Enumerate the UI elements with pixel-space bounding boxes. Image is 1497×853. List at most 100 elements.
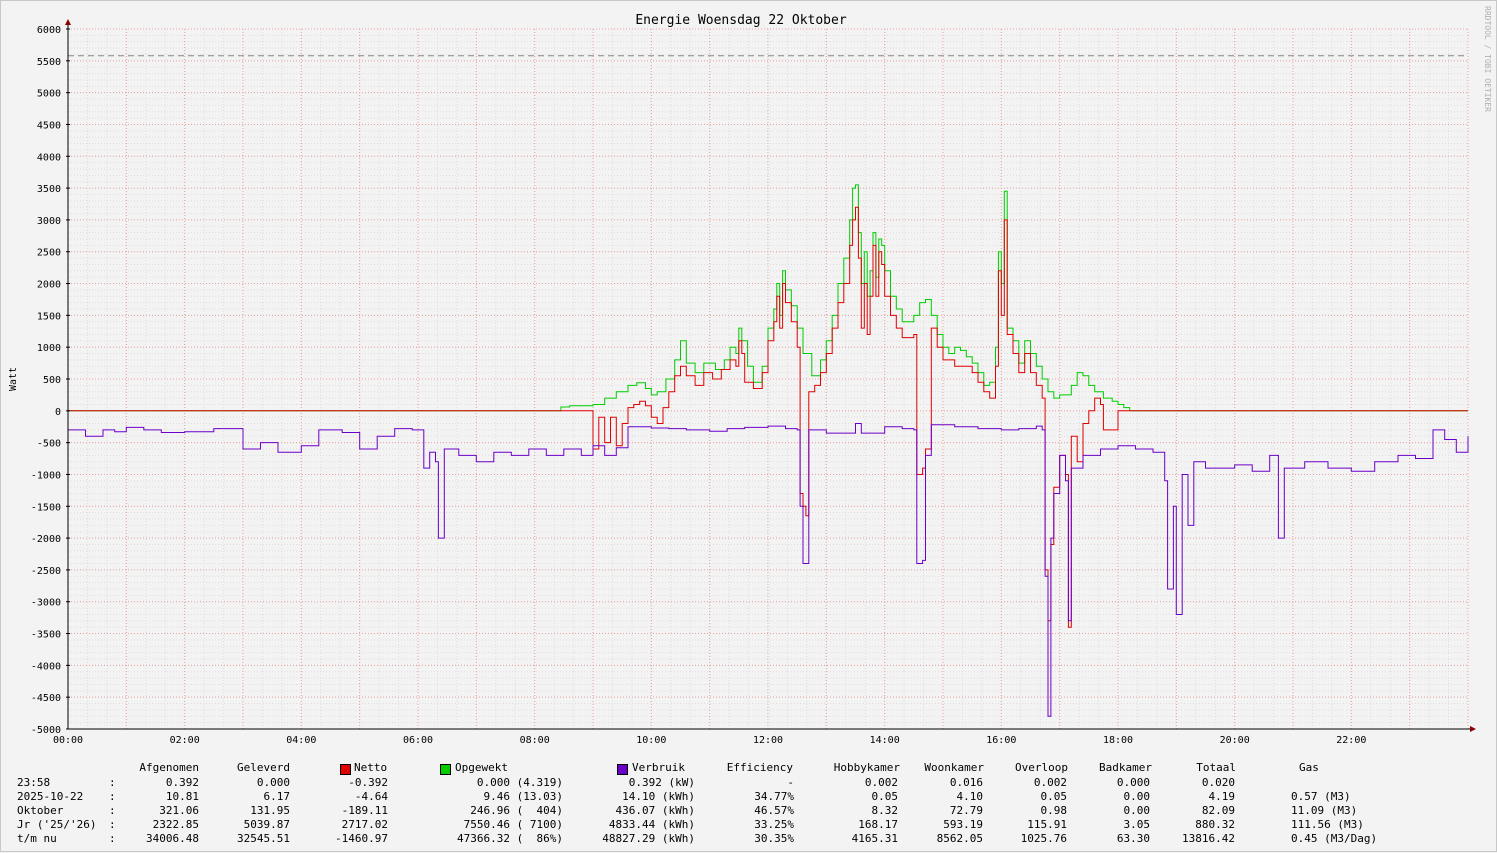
stats-cell-c2: 6.17	[263, 790, 291, 803]
y-tick-label: 2500	[37, 248, 61, 259]
stats-cell-c9: 1025.76	[1020, 832, 1067, 845]
y-axis-ticks: -5000-4500-4000-3500-3000-2500-2000-1500…	[31, 25, 61, 736]
stats-cell-c3: 2717.02	[341, 818, 388, 831]
stats-cell-c5: 0.392 (kW)	[628, 776, 695, 789]
chart-series	[68, 184, 1469, 717]
y-tick-label: 3000	[37, 216, 61, 227]
stats-cell-c10: 0.000	[1116, 776, 1150, 789]
y-tick-label: 3500	[37, 184, 61, 195]
chart-axes	[65, 19, 1476, 732]
y-tick-label: -2000	[31, 534, 61, 545]
stats-cell-c9: 115.91	[1027, 818, 1067, 831]
stats-cell-c9: 0.98	[1040, 804, 1068, 817]
y-tick-label: -5000	[31, 725, 61, 736]
x-tick-label: 16:00	[986, 735, 1016, 746]
stats-cell-colon: :	[109, 804, 116, 817]
stats-cell-c3: -4.64	[354, 790, 388, 803]
stats-cell-label: 23:58	[17, 776, 51, 789]
stats-cell-c10: 63.30	[1116, 832, 1150, 845]
y-tick-label: -1000	[31, 470, 61, 481]
stats-table: Afgenomen Geleverd Netto Opgewekt Verbru…	[1, 761, 1497, 853]
stats-cell-c7: 168.17	[858, 818, 898, 831]
x-tick-label: 14:00	[870, 735, 900, 746]
stats-cell-c2: 0.000	[256, 776, 290, 789]
stats-cell-c4: 7550.46 ( 7100)	[463, 818, 563, 831]
stats-cell-c7: 0.002	[864, 776, 898, 789]
stats-cell-c1: 34006.48	[146, 832, 199, 845]
stats-cell-label: Jr ('25/'26)	[17, 818, 97, 831]
opgewekt-legend-swatch	[440, 764, 451, 775]
x-tick-label: 06:00	[403, 735, 433, 746]
header-badkamer: Badkamer	[1099, 761, 1152, 774]
stats-cell-c4: 47366.32 ( 86%)	[457, 832, 563, 845]
y-tick-label: -4000	[31, 661, 61, 672]
y-tick-label: 5000	[37, 89, 61, 100]
stats-cell-c5: 14.10 (kWh)	[622, 790, 695, 803]
stats-cell-colon: :	[109, 818, 116, 831]
x-axis-ticks: 00:00 02:00 04:00 06:00 08:00 10:00 12:00 14:00…	[53, 735, 1366, 746]
stats-cell-c6: 33.25%	[754, 818, 794, 831]
y-tick-label: -3000	[31, 598, 61, 609]
stats-cell-colon: :	[109, 790, 116, 803]
y-tick-label: 5500	[37, 57, 61, 68]
stats-cell-c12: 0.45 (M3/Dag)	[1291, 832, 1378, 845]
stats-cell-c11: 880.32	[1195, 818, 1235, 831]
verbruik-legend-swatch	[617, 764, 628, 775]
x-tick-label: 08:00	[520, 735, 550, 746]
stats-cell-c7: 8.32	[871, 804, 899, 817]
series-line-verbruik	[68, 423, 1469, 717]
header-opgewekt: Opgewekt	[455, 761, 508, 774]
stats-cell-c2: 32545.51	[237, 832, 290, 845]
stats-cell-c7: 4165.31	[851, 832, 898, 845]
stats-cell-c4: 246.96 ( 404)	[470, 804, 563, 817]
x-tick-label: 02:00	[170, 735, 200, 746]
y-tick-label: 4500	[37, 120, 61, 131]
x-tick-label: 00:00	[53, 735, 83, 746]
stats-cell-c5: 436.07 (kWh)	[615, 804, 695, 817]
stats-cell-c4: 9.46 (13.03)	[483, 790, 563, 803]
x-tick-label: 12:00	[753, 735, 783, 746]
stats-cell-c8: 4.10	[956, 790, 984, 803]
stats-cell-c11: 4.19	[1208, 790, 1236, 803]
stats-cell-c8: 8562.05	[936, 832, 983, 845]
y-tick-label: 1000	[37, 343, 61, 354]
stats-cell-c11: 82.09	[1201, 804, 1235, 817]
stats-cell-c8: 593.19	[943, 818, 983, 831]
stats-cell-c6: 30.35%	[754, 832, 794, 845]
stats-cell-c8: 72.79	[949, 804, 983, 817]
stats-cell-c11: 13816.42	[1182, 832, 1235, 845]
series-line-netto	[68, 206, 1468, 628]
stats-cell-c9: 0.002	[1033, 776, 1067, 789]
stats-cell-c9: 0.05	[1040, 790, 1068, 803]
header-gas: Gas	[1299, 761, 1319, 774]
watermark: RRDTOOL / TOBI OETIKER	[1483, 6, 1492, 112]
y-tick-label: 4000	[37, 152, 61, 163]
header-woonkamer: Woonkamer	[924, 761, 984, 774]
header-geleverd: Geleverd	[237, 761, 290, 774]
x-tick-label: 04:00	[286, 735, 316, 746]
header-totaal: Totaal	[1196, 761, 1236, 774]
stats-cell-c1: 10.81	[165, 790, 199, 803]
header-afgenomen: Afgenomen	[139, 761, 199, 774]
x-tick-label: 10:00	[636, 735, 666, 746]
y-tick-label: -2500	[31, 566, 61, 577]
header-netto: Netto	[354, 761, 388, 774]
y-tick-label: 500	[43, 375, 61, 386]
stats-cell-c3: -0.392	[348, 776, 388, 789]
stats-cell-label: t/m nu	[17, 832, 57, 845]
stats-cell-c10: 0.00	[1123, 790, 1151, 803]
stats-cell-c1: 2322.85	[152, 818, 199, 831]
stats-cell-colon: :	[109, 776, 116, 789]
x-tick-label: 18:00	[1103, 735, 1133, 746]
stats-cell-colon: :	[109, 832, 116, 845]
y-tick-label: 6000	[37, 25, 61, 36]
stats-cell-c12: 11.09 (M3)	[1291, 804, 1358, 817]
stats-cell-c10: 0.00	[1123, 804, 1151, 817]
y-tick-label: -1500	[31, 502, 61, 513]
y-tick-label: -500	[37, 439, 61, 450]
header-verbruik: Verbruik	[632, 761, 685, 774]
stats-cell-c12: 111.56 (M3)	[1291, 818, 1364, 831]
stats-cell-label: 2025-10-22	[17, 790, 84, 803]
y-tick-label: -3500	[31, 630, 61, 641]
header-efficiency: Efficiency	[726, 761, 793, 774]
